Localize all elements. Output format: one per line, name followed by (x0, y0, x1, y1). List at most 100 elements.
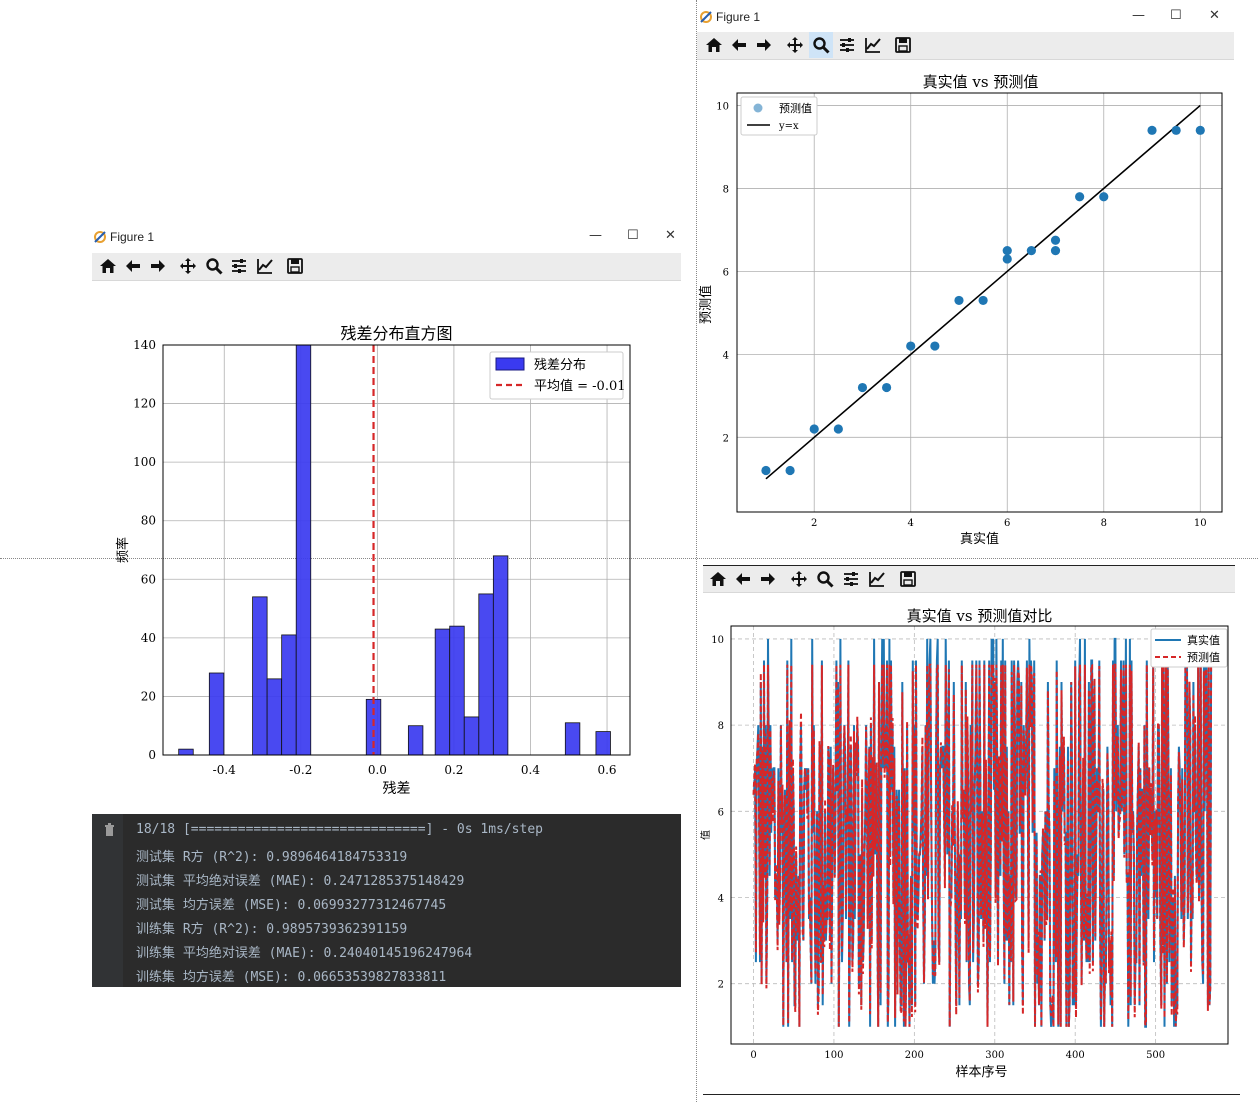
scatter-chart: 2 4 6 8 10 2 4 6 8 10 真实值 vs 预测值 真实值 预测值 预测值 y=x (698, 73, 1223, 547)
y-axis-label: 频率 (115, 537, 131, 563)
close-button[interactable]: ✕ (665, 228, 676, 243)
scatter-point (1171, 125, 1181, 135)
console-line: 18/18 [==============================] -… (136, 822, 543, 837)
back-button[interactable] (731, 566, 755, 592)
matplotlib-logo-icon (700, 11, 712, 23)
y-tick-label: 4 (723, 350, 729, 361)
x-tick-label: 0.4 (521, 763, 540, 777)
home-button[interactable] (706, 566, 730, 592)
y-tick-label: 60 (141, 572, 156, 586)
y-axis-label: 预测值 (698, 285, 714, 324)
subplots-icon (232, 259, 246, 273)
subplots-button[interactable] (839, 566, 863, 592)
x-axis-label: 真实值 (960, 531, 999, 547)
back-button[interactable] (121, 253, 145, 279)
navigation-toolbar (703, 566, 1235, 593)
back-button[interactable] (727, 32, 751, 58)
y-tick-label: 8 (723, 184, 729, 195)
pan-button[interactable] (176, 253, 200, 279)
pan-button[interactable] (783, 32, 807, 58)
scatter-point (1195, 125, 1205, 135)
save-button[interactable] (283, 253, 307, 279)
home-icon (710, 572, 726, 586)
maximize-button[interactable]: ☐ (627, 228, 639, 243)
matplotlib-logo-icon (94, 231, 106, 243)
y-tick-label: 20 (141, 689, 156, 703)
histogram-bar (295, 344, 312, 756)
y-tick-label: 40 (141, 631, 156, 645)
axes-edit-icon (865, 38, 881, 53)
save-button[interactable] (891, 32, 915, 58)
x-tick-label: 0.2 (444, 763, 463, 777)
pan-icon (787, 37, 803, 53)
y-tick-label: 0 (148, 748, 156, 762)
forward-button[interactable] (752, 32, 776, 58)
console-line: 测试集 均方误差 (MSE): 0.06993277312467745 (136, 898, 447, 913)
home-button[interactable] (702, 32, 726, 58)
screen-separator-horizontal (0, 558, 1258, 559)
legend-label-mean: 平均值 = -0.01 (534, 378, 626, 394)
x-tick-label: -0.2 (289, 763, 312, 777)
back-icon (732, 39, 746, 51)
forward-icon (761, 573, 775, 585)
x-tick-label: 2 (811, 518, 817, 529)
window-top-border (703, 565, 1235, 566)
y-tick-label: 140 (133, 338, 156, 352)
save-button[interactable] (896, 566, 920, 592)
subplots-icon (844, 572, 858, 586)
forward-button[interactable] (756, 566, 780, 592)
chart-title: 真实值 vs 预测值对比 (907, 607, 1053, 625)
line-chart: 0 100 200 300 400 500 2 4 6 8 10 真实值 vs 预测值对比 样本序号… (699, 607, 1229, 1080)
axes-edit-icon (869, 572, 885, 587)
window-bottom-border (703, 1094, 1240, 1095)
axes-edit-button[interactable] (861, 32, 885, 58)
subplots-button[interactable] (835, 32, 859, 58)
legend-swatch-bars (495, 357, 525, 371)
x-tick-label: 500 (1146, 1050, 1165, 1061)
pan-icon (791, 571, 807, 587)
histogram-bar (178, 748, 194, 756)
back-icon (126, 260, 140, 272)
zoom-button[interactable] (202, 253, 226, 279)
minimize-button[interactable]: — (589, 228, 602, 243)
scatter-point (1099, 192, 1109, 202)
histogram-bar (595, 731, 611, 756)
histogram-bar (478, 593, 494, 756)
y-tick-label: 80 (141, 514, 156, 528)
x-tick-label: 10 (1194, 518, 1207, 529)
trash-icon[interactable] (104, 823, 115, 836)
console-line: 训练集 R方 (R^2): 0.9895739362391159 (136, 922, 408, 937)
zoom-icon (206, 258, 223, 275)
x-tick-label: 0 (750, 1050, 756, 1061)
home-icon (706, 38, 722, 52)
x-tick-label: 8 (1101, 518, 1107, 529)
maximize-button[interactable]: ☐ (1170, 8, 1182, 23)
zoom-icon (813, 37, 830, 54)
pan-button[interactable] (787, 566, 811, 592)
reference-line (765, 104, 1201, 480)
close-button[interactable]: ✕ (1209, 8, 1220, 23)
scatter-point (954, 295, 964, 306)
scatter-point (1002, 254, 1012, 264)
axes-edit-button[interactable] (865, 566, 889, 592)
histogram-bar (266, 678, 283, 756)
subplots-button[interactable] (227, 253, 251, 279)
zoom-button[interactable] (813, 566, 837, 592)
zoom-button[interactable] (809, 32, 833, 58)
histogram-bar (463, 716, 480, 756)
scatter-point (930, 341, 940, 351)
plot-frame (736, 92, 1223, 513)
minimize-button[interactable]: — (1132, 8, 1145, 23)
home-button[interactable] (96, 253, 120, 279)
y-tick-label: 6 (718, 807, 724, 818)
histogram-bar (208, 672, 225, 756)
histogram-bar (564, 722, 581, 756)
x-axis-label: 残差 (383, 781, 411, 797)
forward-button[interactable] (146, 253, 170, 279)
axes-edit-button[interactable] (253, 253, 277, 279)
legend-label-line: y=x (778, 121, 799, 132)
y-tick-label: 8 (718, 721, 724, 732)
scatter-point (1026, 246, 1036, 256)
save-icon (900, 571, 916, 587)
console-output: 18/18 [==============================] -… (92, 814, 681, 987)
